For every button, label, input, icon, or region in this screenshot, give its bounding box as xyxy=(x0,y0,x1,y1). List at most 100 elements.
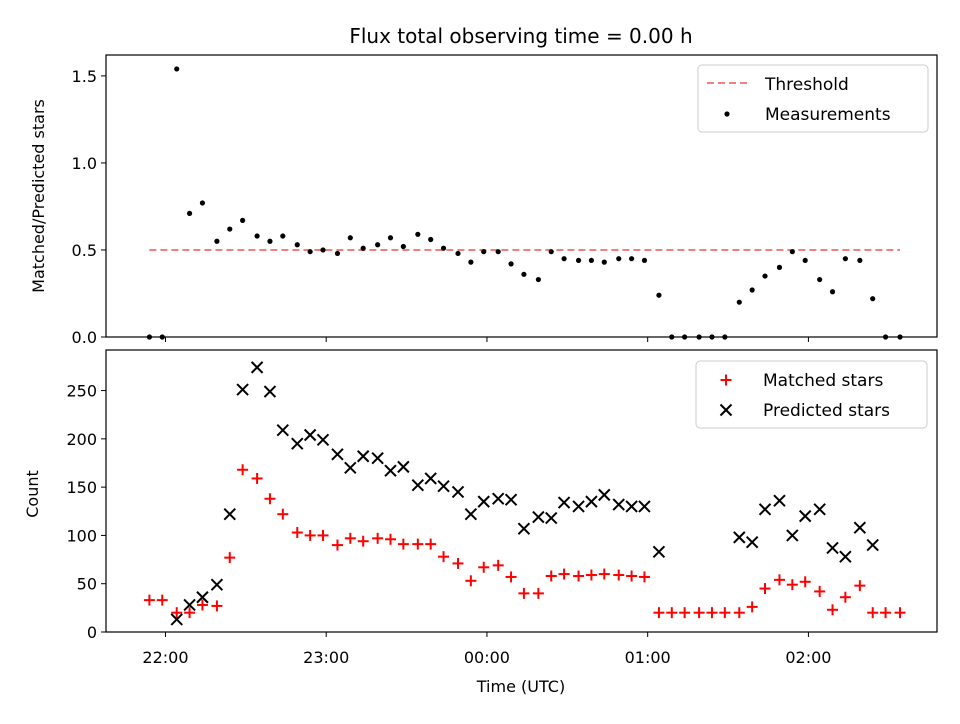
predicted-point-b xyxy=(733,531,746,544)
measurement-point xyxy=(495,249,501,255)
count-ytick-label: 200 xyxy=(66,430,97,449)
predicted-point-b xyxy=(758,503,772,516)
measurement-point xyxy=(400,243,406,250)
predicted-point xyxy=(464,507,478,521)
measurement-point xyxy=(817,276,823,283)
predicted-point xyxy=(638,500,651,513)
predicted-point xyxy=(250,361,264,374)
matched-point xyxy=(184,607,196,619)
ratio-ytick-label: 1.0 xyxy=(72,154,97,173)
predicted-point-b xyxy=(557,496,571,509)
measurement-point xyxy=(749,287,755,293)
measurement-point xyxy=(199,200,206,206)
predicted-point xyxy=(504,493,518,506)
measurement-point xyxy=(789,249,795,255)
predicted-point xyxy=(291,437,304,450)
measurement-point xyxy=(334,250,341,257)
measurement-point xyxy=(455,250,461,257)
measurement-point xyxy=(601,259,607,265)
count-legend-frame xyxy=(695,360,928,429)
measurement-point xyxy=(440,245,447,251)
matched-point xyxy=(666,607,678,619)
predicted-point xyxy=(223,507,236,521)
predicted-point-b xyxy=(491,492,505,505)
matched-point xyxy=(372,532,384,544)
predicted-point-b xyxy=(196,591,209,604)
measurement-point xyxy=(857,257,863,264)
predicted-point xyxy=(397,460,410,474)
measurement-point xyxy=(682,334,688,340)
legend-predicted-marker-b xyxy=(719,403,733,417)
predicted-point xyxy=(758,503,772,516)
predicted-point xyxy=(411,478,425,492)
measurement-point xyxy=(656,292,662,298)
ratio-ytick-label: 0.0 xyxy=(72,328,97,347)
predicted-point-b xyxy=(331,448,344,461)
predicted-point xyxy=(813,503,826,516)
predicted-point xyxy=(196,591,209,604)
count-ytick-label: 100 xyxy=(66,526,97,545)
count-ytick-label: 50 xyxy=(77,575,97,594)
count-xtick-label: 23:00 xyxy=(303,648,349,667)
matched-point xyxy=(492,559,504,571)
predicted-point-b xyxy=(451,485,465,499)
predicted-point-b xyxy=(598,488,611,502)
predicted-point-b xyxy=(397,460,410,474)
chart-title: Flux total observing time = 0.00 h xyxy=(349,24,692,48)
predicted-point-b xyxy=(585,495,598,508)
predicted-point-b xyxy=(303,428,317,442)
predicted-point-b xyxy=(572,500,585,513)
predicted-point xyxy=(839,550,852,563)
matched-point xyxy=(545,570,557,582)
measurement-point xyxy=(588,257,595,264)
predicted-point xyxy=(733,531,746,544)
matched-point xyxy=(438,551,450,563)
matched-point xyxy=(773,574,785,586)
matched-point xyxy=(827,604,839,616)
predicted-point xyxy=(316,433,330,447)
matched-point xyxy=(412,538,424,550)
predicted-point-b xyxy=(786,529,799,542)
predicted-point-b xyxy=(371,451,384,465)
predicted-point xyxy=(866,538,879,552)
predicted-point-b xyxy=(344,461,357,475)
count-ytick-label: 250 xyxy=(66,382,97,401)
matched-point xyxy=(706,607,718,619)
matched-point xyxy=(397,538,409,550)
matched-point xyxy=(344,532,356,544)
ratio-ylabel: Matched/Predicted stars xyxy=(29,99,48,293)
legend-predicted-label: Predicted stars xyxy=(763,401,890,421)
ratio-legend: Threshold Measurements xyxy=(697,64,929,133)
matched-point xyxy=(814,585,826,597)
measurement-point xyxy=(829,289,836,295)
predicted-point xyxy=(625,500,638,513)
predicted-point-b xyxy=(223,507,236,521)
predicted-point xyxy=(826,541,839,555)
predicted-point xyxy=(798,509,812,523)
legend-measurements-label: Measurements xyxy=(765,105,891,125)
predicted-point xyxy=(557,496,571,509)
matched-point xyxy=(638,571,650,583)
predicted-point-b xyxy=(210,578,224,591)
measurement-point xyxy=(736,299,742,305)
matched-point xyxy=(478,561,490,573)
predicted-point-b xyxy=(517,522,531,535)
measurement-point xyxy=(842,256,848,262)
matched-point xyxy=(291,527,303,539)
matched-point xyxy=(854,580,866,592)
predicted-point-b xyxy=(170,613,183,626)
predicted-point-b xyxy=(384,464,397,477)
measurement-point xyxy=(360,245,366,251)
measurement-point xyxy=(521,271,527,277)
matched-point xyxy=(143,594,155,606)
matched-point xyxy=(171,607,183,619)
count-xtick-label: 02:00 xyxy=(785,648,831,667)
predicted-point-b xyxy=(236,383,249,396)
matched-point xyxy=(196,599,208,611)
matched-point xyxy=(156,594,168,606)
measurement-point xyxy=(387,235,394,241)
predicted-point xyxy=(652,545,666,559)
predicted-point-b xyxy=(464,507,478,521)
count-ytick-label: 0 xyxy=(87,623,97,642)
predicted-point-b xyxy=(437,479,450,493)
